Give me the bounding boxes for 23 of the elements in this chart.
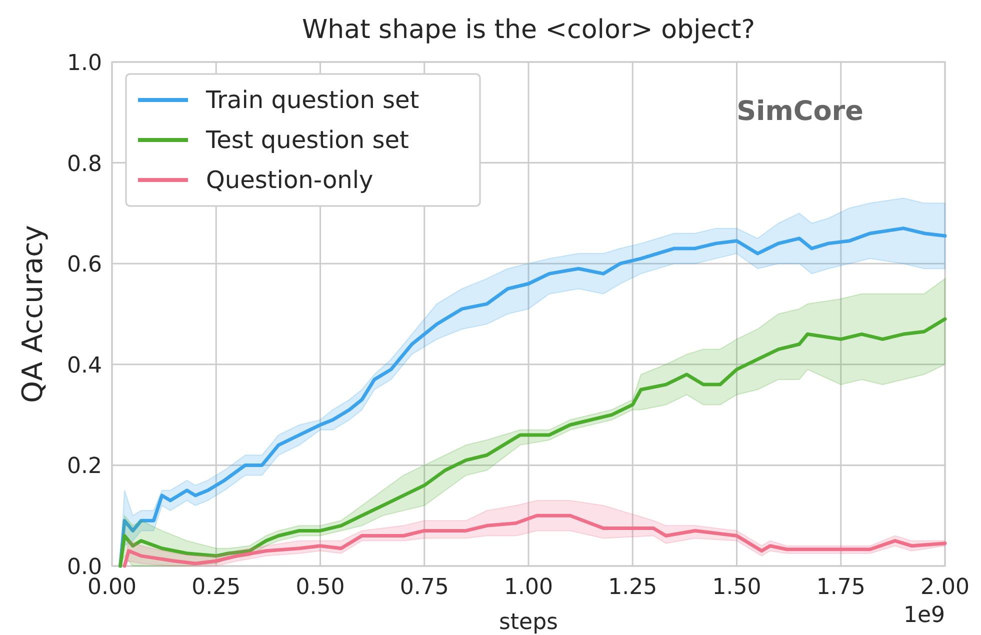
y-tick-label: 0.4 <box>67 353 102 378</box>
legend-label: Train question set <box>205 86 420 114</box>
line-series <box>122 514 947 568</box>
x-axis-title: steps <box>498 610 558 635</box>
x-tick-label: 1.00 <box>504 575 553 600</box>
x-tick-label: 1.75 <box>816 575 866 600</box>
x-tick-label: 0.50 <box>296 575 345 600</box>
x-tick-label: 1.50 <box>712 575 762 600</box>
annotation: SimCore <box>736 96 864 127</box>
legend-label: Test question set <box>205 126 409 154</box>
x-tick-label: 0.25 <box>192 575 241 600</box>
y-tick-label: 0.2 <box>67 454 102 480</box>
y-tick-label: 0.6 <box>67 252 102 278</box>
y-axis-title: QA Accuracy <box>16 225 49 403</box>
text: 1e9 <box>903 603 945 628</box>
y-tick-label: 0.8 <box>67 152 102 177</box>
x-tick-label: 1.25 <box>608 575 658 600</box>
y-tick-label: 1.0 <box>67 51 102 76</box>
legend-label: Question-only <box>206 166 374 194</box>
x-tick-label: 0.75 <box>400 575 449 600</box>
x-tick-label: 0.00 <box>88 575 136 600</box>
chart-title: What shape is the <color> object? <box>302 15 756 45</box>
x-tick-label: 2.00 <box>920 575 970 600</box>
